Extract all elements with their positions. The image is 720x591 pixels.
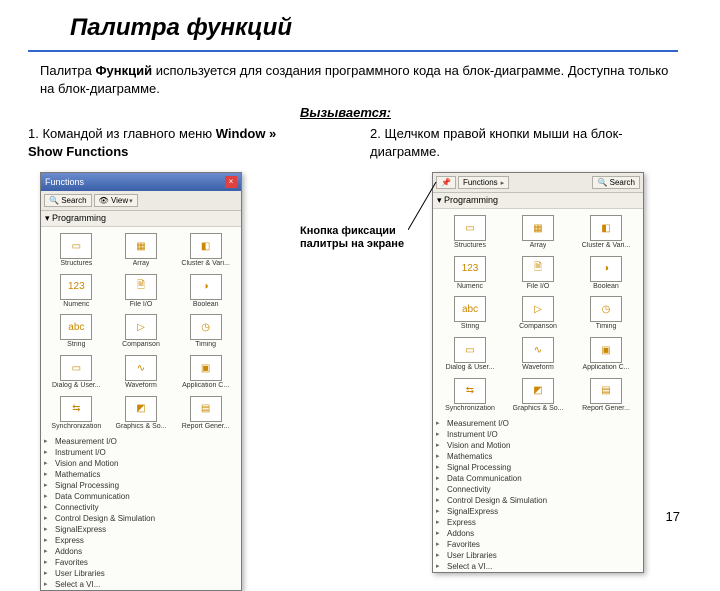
slide-title: Палитра функций	[70, 14, 292, 42]
palette-icon[interactable]: ◩Graphics & So...	[110, 394, 173, 433]
functions-palette-popup: 📌 Functions ▸ 🔍 Search ▾ Programming ▭St…	[432, 172, 644, 573]
palette-icon[interactable]: abcString	[45, 312, 108, 351]
palette-icon[interactable]: ∿Waveform	[505, 335, 571, 374]
category-row[interactable]: Measurement I/O	[433, 418, 643, 429]
category-row[interactable]: Data Communication	[41, 491, 241, 502]
palette-icon[interactable]: ◷Timing	[573, 294, 639, 333]
palette-icon[interactable]: ∿Waveform	[110, 353, 173, 392]
functions-palette-pinned: Functions × 🔍 Search 👁 View▾ ▾ Programmi…	[40, 172, 242, 591]
intro-text: Палитра Функций используется для создани…	[40, 62, 680, 97]
palette-icon[interactable]: abcString	[437, 294, 503, 333]
palette-icon[interactable]: ▷Comparison	[110, 312, 173, 351]
palette-window-title: Functions	[45, 177, 84, 187]
palette-icon[interactable]: ◷Timing	[174, 312, 237, 351]
palette-icon[interactable]: ▦Array	[505, 213, 571, 252]
palette-icon[interactable]: ▭Dialog & User...	[437, 335, 503, 374]
category-row[interactable]: Express	[433, 517, 643, 528]
palette-icon[interactable]: 123Numeric	[45, 272, 108, 311]
category-row[interactable]: User Libraries	[41, 568, 241, 579]
palette-icon[interactable]: 🗎File I/O	[110, 272, 173, 311]
category-row[interactable]: Select a VI...	[41, 579, 241, 590]
palette-icon[interactable]: ▭Structures	[437, 213, 503, 252]
category-row[interactable]: Instrument I/O	[41, 447, 241, 458]
view-button[interactable]: 👁 View▾	[94, 194, 138, 207]
icon-grid: ▭Structures▦Array◧Cluster & Vari... 123Nu…	[41, 227, 241, 436]
close-icon[interactable]: ×	[225, 176, 237, 188]
category-list: Measurement I/OInstrument I/OVision and …	[41, 436, 241, 590]
palette-icon[interactable]: ▦Array	[110, 231, 173, 270]
palette-icon[interactable]: ◩Graphics & So...	[505, 376, 571, 415]
palette-icon[interactable]: ▷Comparison	[505, 294, 571, 333]
palette-icon[interactable]: ▭Structures	[45, 231, 108, 270]
palette-icon[interactable]: ◧Cluster & Vari...	[573, 213, 639, 252]
search-button[interactable]: 🔍 Search	[44, 194, 92, 207]
category-row[interactable]: Signal Processing	[41, 480, 241, 491]
palette-icon[interactable]: ⇆Synchronization	[45, 394, 108, 433]
method-1: 1. Командой из главного меню Window » Sh…	[28, 125, 288, 160]
calls-header: Вызывается:	[300, 105, 391, 120]
category-row[interactable]: Vision and Motion	[433, 440, 643, 451]
palette-icon[interactable]: ⇆Synchronization	[437, 376, 503, 415]
palette-section-header[interactable]: ▾ Programming	[433, 193, 643, 209]
title-rule	[28, 50, 678, 52]
category-list: Measurement I/OInstrument I/OVision and …	[433, 418, 643, 572]
palette-icon[interactable]: ◑Boolean	[174, 272, 237, 311]
category-row[interactable]: Control Design & Simulation	[41, 513, 241, 524]
pin-button[interactable]: 📌	[436, 176, 456, 189]
category-row[interactable]: Measurement I/O	[41, 436, 241, 447]
palette-icon[interactable]: ▭Dialog & User...	[45, 353, 108, 392]
callout-text: Кнопка фиксации палитры на экране	[300, 225, 420, 251]
functions-label[interactable]: Functions ▸	[458, 176, 509, 189]
palette-icon[interactable]: ▤Report Gener...	[174, 394, 237, 433]
palette-icon[interactable]: 123Numeric	[437, 254, 503, 293]
category-row[interactable]: Control Design & Simulation	[433, 495, 643, 506]
category-row[interactable]: Addons	[433, 528, 643, 539]
category-row[interactable]: SignalExpress	[41, 524, 241, 535]
category-row[interactable]: SignalExpress	[433, 506, 643, 517]
category-row[interactable]: Select a VI...	[433, 561, 643, 572]
page-number: 17	[666, 509, 680, 524]
palette-titlebar: Functions ×	[41, 173, 241, 191]
category-row[interactable]: Favorites	[433, 539, 643, 550]
palette-toolbar: 📌 Functions ▸ 🔍 Search	[433, 173, 643, 193]
category-row[interactable]: User Libraries	[433, 550, 643, 561]
category-row[interactable]: Instrument I/O	[433, 429, 643, 440]
category-row[interactable]: Mathematics	[433, 451, 643, 462]
category-row[interactable]: Connectivity	[41, 502, 241, 513]
palette-icon[interactable]: ◑Boolean	[573, 254, 639, 293]
category-row[interactable]: Connectivity	[433, 484, 643, 495]
category-row[interactable]: Vision and Motion	[41, 458, 241, 469]
category-row[interactable]: Signal Processing	[433, 462, 643, 473]
palette-icon[interactable]: 🗎File I/O	[505, 254, 571, 293]
method-2: 2. Щелчком правой кнопки мыши на блок-ди…	[370, 125, 670, 160]
search-button[interactable]: 🔍 Search	[592, 176, 640, 189]
category-row[interactable]: Express	[41, 535, 241, 546]
category-row[interactable]: Favorites	[41, 557, 241, 568]
palette-toolbar: 🔍 Search 👁 View▾	[41, 191, 241, 211]
icon-grid: ▭Structures▦Array◧Cluster & Vari... 123Nu…	[433, 209, 643, 418]
category-row[interactable]: Data Communication	[433, 473, 643, 484]
category-row[interactable]: Addons	[41, 546, 241, 557]
palette-icon[interactable]: ▣Application C...	[174, 353, 237, 392]
palette-icon[interactable]: ▤Report Gener...	[573, 376, 639, 415]
category-row[interactable]: Mathematics	[41, 469, 241, 480]
palette-icon[interactable]: ▣Application C...	[573, 335, 639, 374]
palette-icon[interactable]: ◧Cluster & Vari...	[174, 231, 237, 270]
palette-section-header[interactable]: ▾ Programming	[41, 211, 241, 227]
